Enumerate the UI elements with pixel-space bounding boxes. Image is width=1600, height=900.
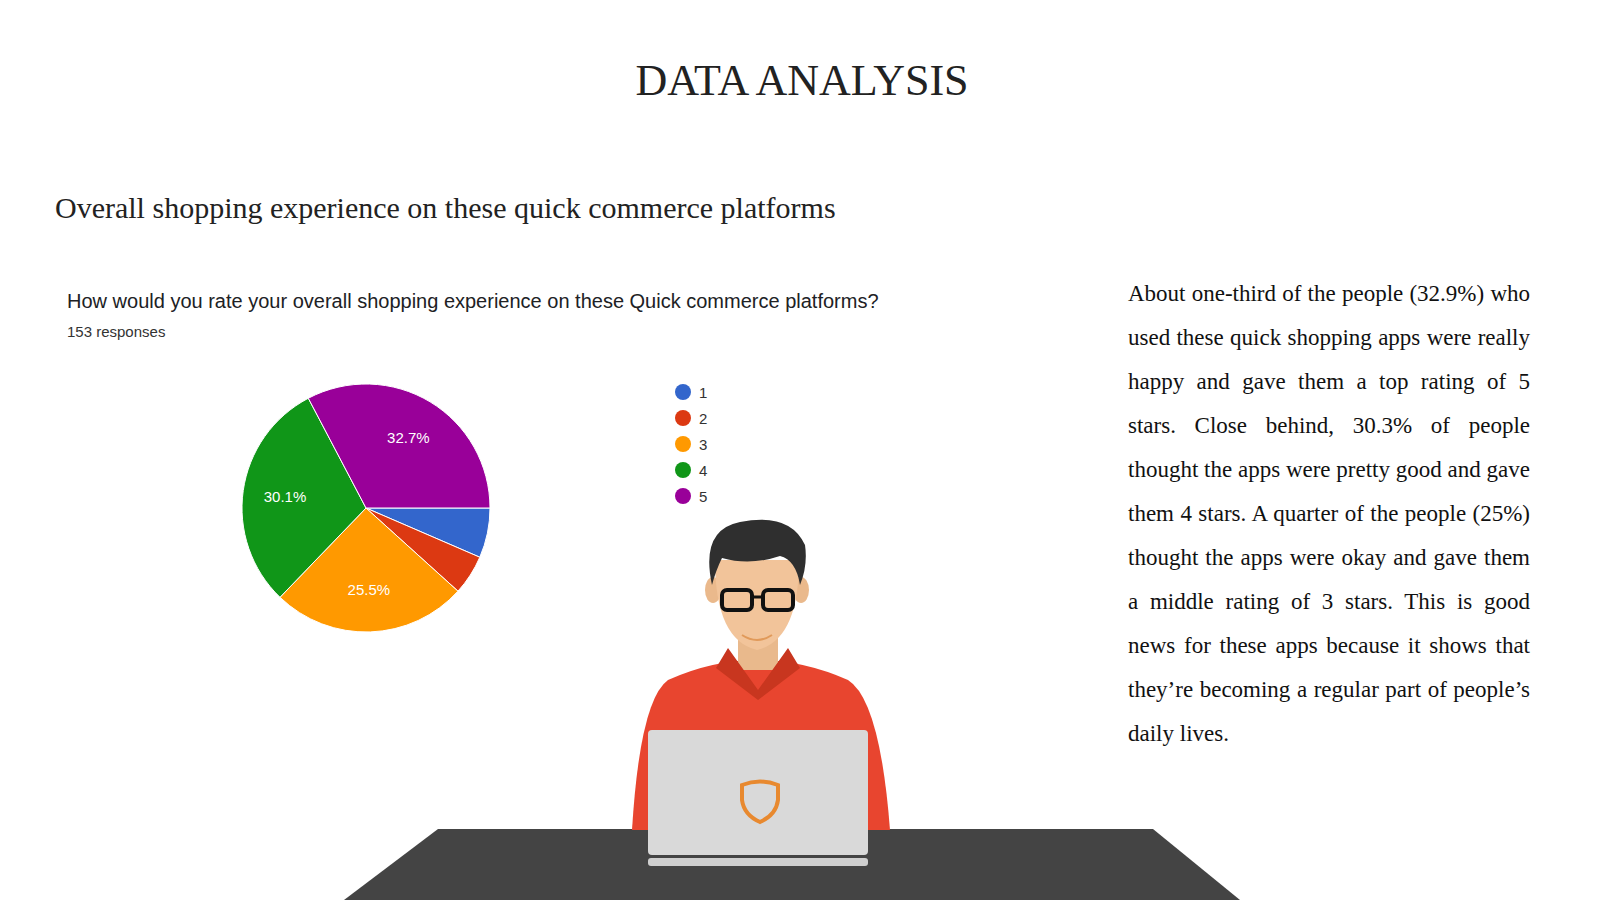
legend-label: 3 <box>699 436 707 453</box>
legend-swatch <box>675 462 691 478</box>
data-label: 25.5% <box>348 581 391 598</box>
legend-swatch <box>675 488 691 504</box>
laptop-logo <box>742 782 778 823</box>
canvas: DATA ANALYSIS Overall shopping experience… <box>0 0 1600 900</box>
legend-swatch <box>675 436 691 452</box>
legend-label: 1 <box>699 384 707 401</box>
glasses-bridge <box>752 596 763 599</box>
chart-subtitle: 153 responses <box>67 323 165 340</box>
legend-label: 2 <box>699 410 707 427</box>
data-label: 32.7% <box>387 429 430 446</box>
legend: 1 2 3 4 5 <box>675 384 707 505</box>
collar <box>716 648 800 700</box>
chart-title: How would you rate your overall shopping… <box>67 290 879 312</box>
paragraph: About one-third of the people (32.9%) wh… <box>1128 272 1530 756</box>
legend-label: 5 <box>699 488 707 505</box>
legend-label: 4 <box>699 462 707 479</box>
slide: DATA ANALYSIS Overall shopping experience… <box>0 0 1600 900</box>
pie <box>242 384 490 632</box>
glasses-right <box>763 590 793 610</box>
data-labels: 25.5% 30.1% 32.7% <box>264 429 430 598</box>
section-title: Overall shopping experience on these qui… <box>55 191 836 224</box>
laptop-lid <box>648 730 868 855</box>
chin-line <box>742 635 772 640</box>
data-label: 30.1% <box>264 488 307 505</box>
illustration <box>344 520 1240 900</box>
heading: DATA ANALYSIS <box>635 56 968 105</box>
face <box>715 560 799 650</box>
laptop-base <box>648 858 868 866</box>
hair <box>709 520 806 585</box>
legend-swatch <box>675 410 691 426</box>
glasses-left <box>722 590 752 610</box>
legend-swatch <box>675 384 691 400</box>
pie-slice <box>308 384 490 508</box>
